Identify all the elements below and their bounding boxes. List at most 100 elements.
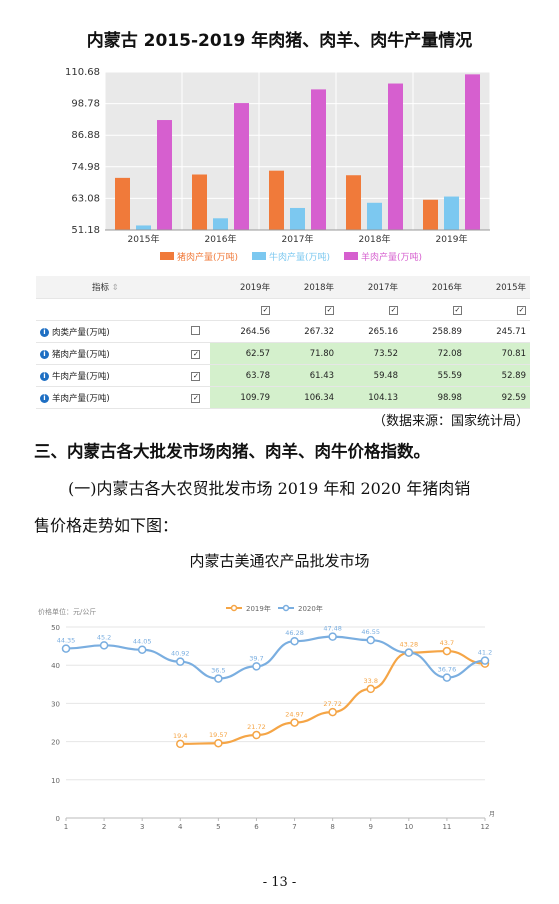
row-checkbox[interactable]: ✓: [191, 371, 201, 381]
x-tick-label: 12: [481, 823, 490, 831]
table-row: i 猪肉产量(万吨) ✓ 62.57 71.80 73.52 72.08 70.81: [36, 342, 530, 365]
x-tick-label: 2019年: [436, 233, 468, 245]
column-checkbox[interactable]: ✓: [261, 305, 271, 315]
row-label: 羊肉产量(万吨): [52, 393, 110, 404]
chart1-title: 内蒙古 2015-2019 年肉猪、肉羊、肉牛产量情况: [86, 31, 473, 51]
x-tick-label: 2015年: [128, 233, 160, 245]
x-tick-label: 8: [330, 823, 334, 831]
bar: [234, 103, 249, 230]
data-point: [480, 656, 490, 665]
data-source: （数据来源：国家统计局）: [372, 414, 529, 429]
bar: [346, 175, 361, 230]
row-checkbox[interactable]: [191, 325, 201, 335]
data-label: 41.2: [478, 649, 492, 657]
y-tick-label: 10: [51, 777, 60, 785]
table-cell: 61.43: [274, 364, 339, 387]
bar: [192, 174, 207, 230]
table-header-indicator: 指标: [92, 283, 110, 293]
table-row: i 羊肉产量(万吨) ✓ 109.79 106.34 104.13 98.98 92.59: [36, 386, 530, 409]
x-tick-label: 7: [292, 823, 296, 831]
column-checkbox[interactable]: ✓: [325, 305, 335, 315]
data-point: [328, 632, 337, 641]
table-cell: 98.98: [402, 386, 466, 409]
data-point: [290, 636, 299, 646]
table-cell: 258.89: [402, 320, 466, 343]
bar: [388, 83, 403, 230]
data-label: 43.28: [400, 641, 419, 649]
data-point: [61, 644, 71, 653]
data-point: [176, 657, 185, 666]
legend-label: 2020年: [298, 604, 323, 613]
table-header-year: 2019年: [210, 276, 275, 299]
data-label: 27.72: [323, 700, 342, 708]
y-tick-label: 51.18: [71, 225, 100, 236]
table-cell: 63.78: [210, 364, 275, 387]
table-header-year: 2017年: [338, 276, 402, 299]
column-checkbox[interactable]: ✓: [517, 305, 526, 315]
bar-chart: 110.68 98.78 86.88 74.98 63.08 51.18 2015年 2016…: [65, 67, 491, 263]
table-cell: 264.56: [210, 320, 275, 343]
data-label: 19.4: [173, 732, 187, 740]
paragraph-line-1: (一)内蒙古各大农贸批发市场 2019 年和 2020 年猪肉销: [68, 479, 471, 498]
data-point: [366, 684, 375, 694]
row-label: 牛肉产量(万吨): [52, 371, 110, 382]
data-point: [252, 662, 261, 671]
row-checkbox[interactable]: ✓: [191, 393, 201, 403]
data-label: 44.35: [57, 637, 76, 645]
table-checkbox-row: ✓ ✓ ✓ ✓ ✓: [36, 298, 530, 321]
data-label: 19.57: [209, 731, 228, 739]
bar: [115, 177, 130, 230]
table-cell: 59.48: [338, 364, 402, 387]
bar: [444, 196, 459, 230]
data-point: [214, 674, 223, 683]
bar: [423, 199, 438, 230]
series-line: [65, 635, 486, 680]
data-point: [214, 738, 223, 748]
row-checkbox[interactable]: ✓: [191, 349, 201, 359]
bar: [290, 207, 305, 230]
y-tick-label: 20: [51, 739, 60, 747]
data-point: [328, 707, 337, 717]
data-label: 46.28: [285, 629, 304, 637]
y-tick-label: 63.08: [71, 193, 100, 204]
bar: [136, 225, 151, 230]
chart2-title: 内蒙古美通农产品批发市场: [189, 552, 370, 570]
info-icon[interactable]: i: [40, 393, 49, 403]
legend-label: 2019年: [246, 604, 271, 613]
table-cell: 106.34: [274, 386, 339, 409]
table-cell: 70.81: [465, 342, 530, 365]
table-cell: 71.80: [274, 342, 339, 365]
table-cell: 245.71: [465, 320, 530, 343]
x-tick-label: 4: [178, 823, 183, 831]
y-tick-label: 110.68: [65, 67, 100, 78]
column-checkbox[interactable]: ✓: [389, 305, 398, 315]
x-tick-label: 2018年: [359, 233, 391, 245]
data-label: 45.2: [97, 633, 111, 641]
y-tick-label: 0: [56, 815, 60, 823]
table-cell: 52.89: [465, 364, 530, 387]
row-label: 猪肉产量(万吨): [52, 349, 110, 360]
legend-marker: [282, 604, 290, 612]
data-label: 43.7: [440, 639, 454, 647]
column-checkbox[interactable]: ✓: [452, 305, 462, 315]
bar: [269, 170, 284, 230]
legend-swatch: [252, 252, 266, 260]
data-point: [290, 718, 299, 727]
table-cell: 73.52: [338, 342, 402, 365]
info-icon[interactable]: i: [40, 349, 49, 359]
info-icon[interactable]: i: [40, 327, 49, 337]
info-icon[interactable]: i: [40, 371, 49, 381]
data-label: 47.48: [323, 625, 342, 633]
legend-swatch: [344, 252, 358, 260]
x-unit-label: 月: [489, 811, 495, 818]
data-label: 44.05: [133, 638, 152, 646]
legend-label: 羊肉产量(万吨): [361, 251, 422, 263]
bar: [311, 89, 326, 230]
y-tick-label: 50: [51, 624, 60, 632]
bar: [157, 120, 172, 230]
data-point: [442, 646, 452, 656]
y-axis-label: 价格单位：元/公斤: [38, 607, 96, 616]
data-table: 指标 ⇕ 2019年 2018年 2017年 2016年 2015年 ✓ ✓ ✓…: [36, 276, 530, 409]
data-label: 39.7: [249, 654, 263, 662]
